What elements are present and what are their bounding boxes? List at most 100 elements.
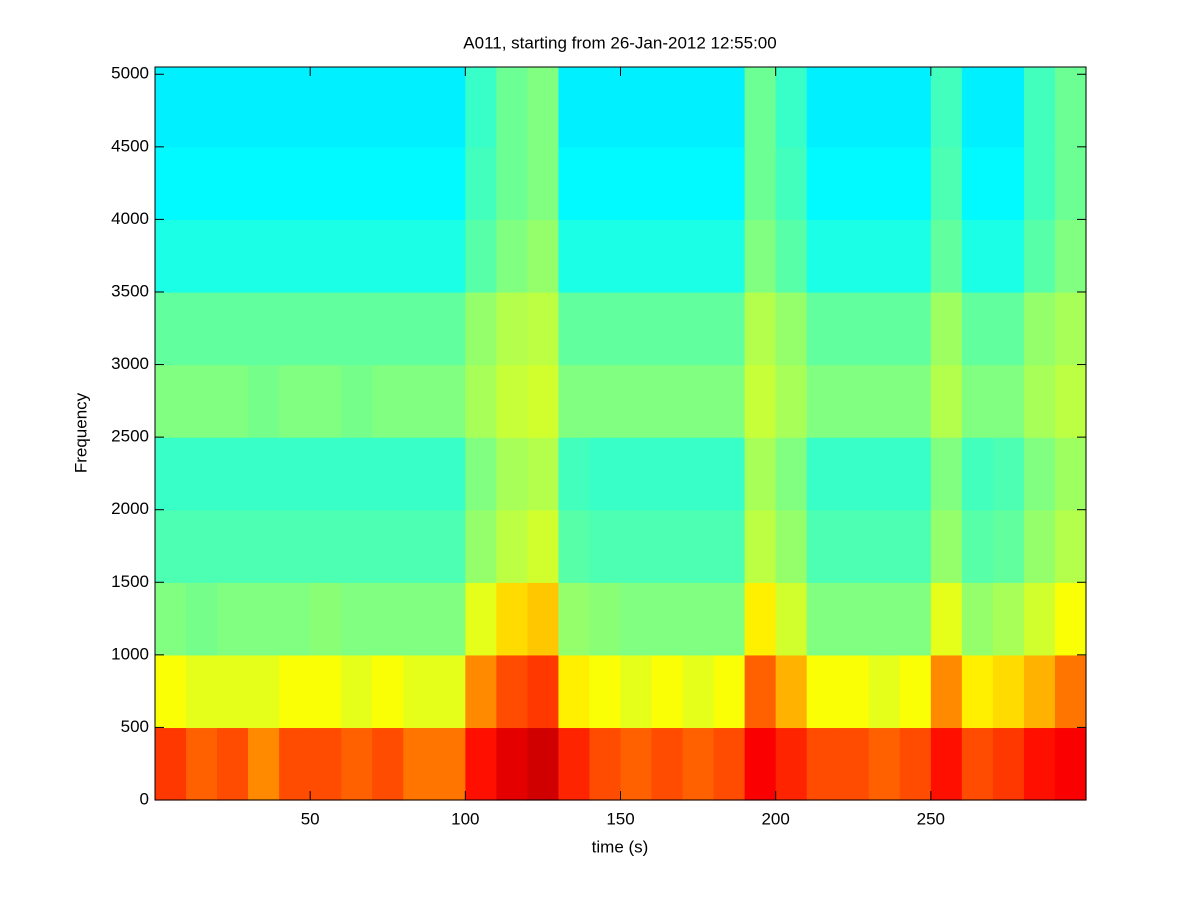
- heatmap-cell: [806, 437, 839, 511]
- heatmap-cell: [527, 509, 560, 583]
- heatmap-cell: [372, 654, 404, 729]
- heatmap-cell: [899, 509, 932, 583]
- heatmap-cell: [434, 67, 466, 148]
- heatmap-cell: [1054, 291, 1087, 366]
- y-tick-label: 1000: [111, 644, 149, 663]
- heatmap-cell: [620, 146, 653, 221]
- heatmap-cell: [1054, 509, 1087, 583]
- heatmap-cell: [186, 437, 218, 511]
- heatmap-cell: [403, 146, 435, 221]
- heatmap-cell: [775, 291, 808, 366]
- heatmap-cell: [155, 509, 187, 583]
- heatmap-cell: [217, 219, 249, 293]
- heatmap-cell: [713, 146, 746, 221]
- heatmap-cell: [465, 67, 497, 148]
- heatmap-cell: [775, 146, 808, 221]
- heatmap-cell: [341, 509, 373, 583]
- heatmap-cell: [806, 654, 839, 729]
- heatmap-cell: [651, 146, 684, 221]
- heatmap-cell: [806, 364, 839, 438]
- heatmap-cell: [651, 291, 684, 366]
- heatmap-cell: [372, 67, 404, 148]
- y-tick-label: 4000: [111, 209, 149, 228]
- heatmap-cell: [279, 727, 311, 801]
- heatmap-cell: [558, 654, 591, 729]
- heatmap-cell: [589, 437, 622, 511]
- heatmap-cell: [651, 364, 684, 438]
- heatmap-cell: [217, 364, 249, 438]
- heatmap-cell: [651, 654, 684, 729]
- heatmap-cell: [155, 582, 187, 656]
- heatmap-cell: [248, 437, 280, 511]
- heatmap-cell: [186, 364, 218, 438]
- y-tick-label: 2500: [111, 427, 149, 446]
- heatmap-cell: [589, 219, 622, 293]
- heatmap-cell: [651, 219, 684, 293]
- heatmap-cell: [961, 509, 994, 583]
- heatmap-cell: [806, 219, 839, 293]
- heatmap-cell: [403, 582, 435, 656]
- heatmap-cell: [1023, 146, 1056, 221]
- heatmap-cell: [713, 67, 746, 148]
- heatmap-cell: [248, 67, 280, 148]
- heatmap-cell: [806, 727, 839, 801]
- heatmap-cell: [248, 146, 280, 221]
- heatmap-cell: [279, 291, 311, 366]
- heatmap-cell: [434, 364, 466, 438]
- heatmap-cell: [403, 364, 435, 438]
- heatmap-cell: [1023, 291, 1056, 366]
- y-tick-label: 0: [140, 789, 149, 808]
- heatmap-cell: [961, 291, 994, 366]
- heatmap-cell: [713, 654, 746, 729]
- heatmap-cell: [496, 654, 528, 729]
- y-tick-label: 4500: [111, 136, 149, 155]
- heatmap-cell: [589, 509, 622, 583]
- heatmap-cell: [279, 364, 311, 438]
- heatmap-cell: [992, 654, 1025, 729]
- heatmap-cell: [558, 727, 591, 801]
- heatmap-cell: [310, 67, 342, 148]
- heatmap-cell: [465, 437, 497, 511]
- heatmap-cell: [434, 654, 466, 729]
- heatmap-cell: [434, 291, 466, 366]
- heatmap-cell: [403, 437, 435, 511]
- heatmap-cell: [434, 509, 466, 583]
- heatmap-cell: [527, 727, 560, 801]
- heatmap-cell: [496, 67, 528, 148]
- heatmap-cell: [713, 291, 746, 366]
- heatmap-cell: [341, 67, 373, 148]
- heatmap-cell: [527, 219, 560, 293]
- heatmap-cell: [930, 146, 963, 221]
- heatmap-cell: [434, 582, 466, 656]
- heatmap-cell: [1054, 364, 1087, 438]
- heatmap-cell: [620, 219, 653, 293]
- y-tick-label: 1500: [111, 572, 149, 591]
- heatmap-cell: [930, 364, 963, 438]
- heatmap-cell: [806, 67, 839, 148]
- heatmap-cell: [992, 727, 1025, 801]
- heatmap-cell: [992, 291, 1025, 366]
- heatmap-cell: [930, 219, 963, 293]
- heatmap-cell: [899, 582, 932, 656]
- heatmap-cell: [589, 67, 622, 148]
- heatmap-cell: [496, 219, 528, 293]
- heatmap: [155, 67, 1087, 801]
- heatmap-cell: [1023, 219, 1056, 293]
- heatmap-cell: [1023, 727, 1056, 801]
- heatmap-cell: [620, 291, 653, 366]
- heatmap-cell: [372, 291, 404, 366]
- heatmap-cell: [930, 437, 963, 511]
- heatmap-cell: [713, 509, 746, 583]
- heatmap-cell: [589, 146, 622, 221]
- heatmap-cell: [558, 146, 591, 221]
- heatmap-cell: [744, 364, 777, 438]
- heatmap-cell: [744, 67, 777, 148]
- heatmap-cell: [930, 582, 963, 656]
- heatmap-cell: [837, 582, 870, 656]
- heatmap-cell: [496, 146, 528, 221]
- heatmap-cell: [155, 146, 187, 221]
- heatmap-cell: [248, 291, 280, 366]
- chart-title: A011, starting from 26-Jan-2012 12:55:00: [463, 33, 776, 52]
- heatmap-cell: [558, 364, 591, 438]
- heatmap-cell: [868, 67, 901, 148]
